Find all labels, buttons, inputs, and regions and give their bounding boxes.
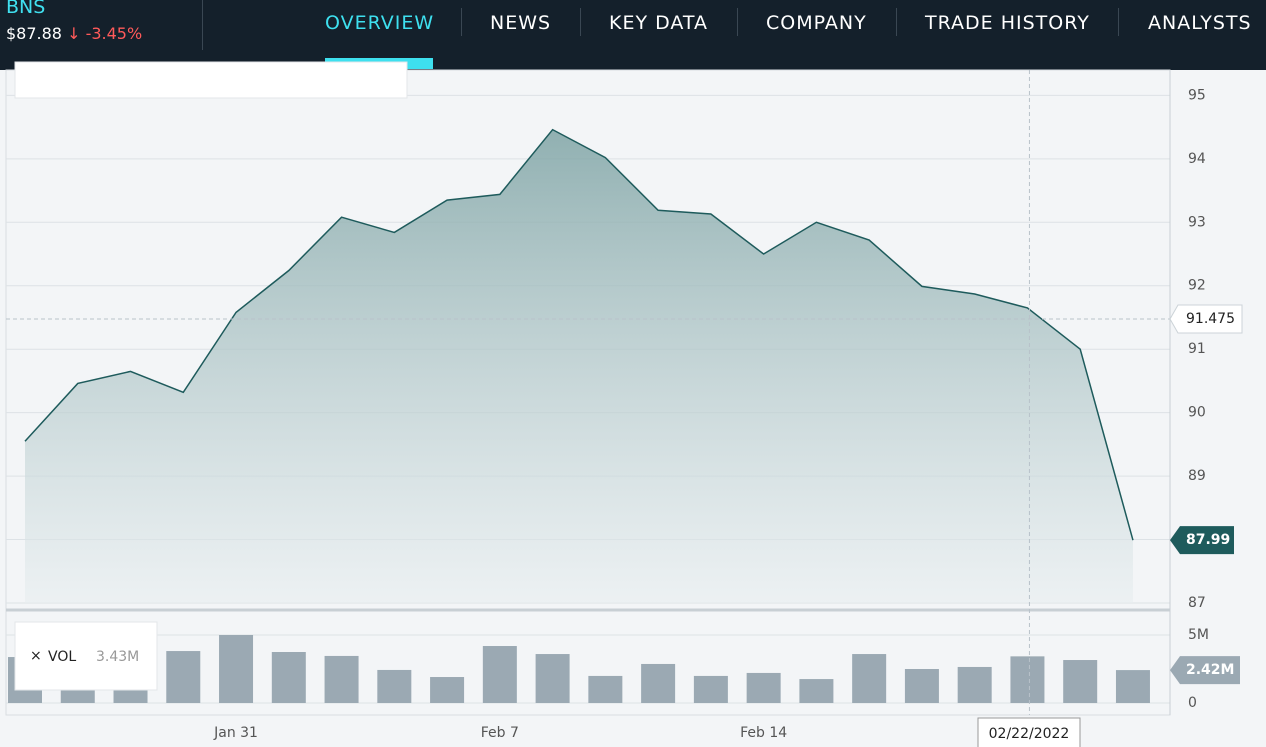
ticker: BNS: [6, 0, 46, 18]
volume-bar: [957, 666, 992, 703]
price-area: [25, 129, 1133, 603]
last-volume: 2.42M: [1186, 662, 1234, 678]
y-tick-label: 91: [1188, 341, 1206, 357]
legend-close: ×: [30, 648, 42, 664]
nav-tab[interactable]: ANALYSTS: [1148, 12, 1252, 34]
volume-bar: [377, 669, 412, 703]
y2-tick-label: 0: [1188, 695, 1197, 711]
quote: $87.88 ↓ -3.45%: [6, 24, 142, 43]
separator: [896, 8, 897, 36]
volume-bar: [535, 654, 570, 703]
volume-bar: [1010, 656, 1045, 703]
separator: [461, 8, 462, 36]
nav-tab[interactable]: TRADE HISTORY: [925, 12, 1090, 34]
volume-bar: [852, 654, 887, 703]
volume-bar: [271, 652, 306, 703]
nav-tab[interactable]: NEWS: [490, 12, 552, 34]
y-tick-label: 89: [1188, 468, 1206, 484]
crosshair-price: 91.475: [1186, 311, 1235, 327]
volume-legend-box: [14, 621, 158, 691]
volume-legend-name: VOL: [48, 649, 76, 665]
crosshair-date-box: [977, 717, 1081, 747]
x-tick-label: Feb 14: [740, 725, 787, 741]
volume-bar: [166, 651, 201, 703]
volume-bar: [904, 669, 939, 703]
x-tick-label: Feb 7: [481, 725, 519, 741]
volume-bar: [746, 672, 781, 703]
separator: [1118, 8, 1119, 36]
separator: [737, 8, 738, 36]
volume-bar: [641, 663, 676, 703]
volume-bar: [1115, 670, 1150, 703]
volume-bar: [1063, 660, 1098, 703]
price: $87.88: [6, 24, 62, 43]
volume-bar: [482, 646, 517, 703]
y-tick-label: 94: [1188, 151, 1206, 167]
y2-tick-label: 5M: [1188, 627, 1209, 643]
volume-legend-value: 3.43M: [96, 649, 139, 665]
volume-bar: [693, 675, 728, 703]
volume-bar: [799, 679, 834, 703]
nav-tab[interactable]: COMPANY: [766, 12, 867, 34]
last-price: 87.99: [1186, 532, 1230, 548]
separator: [580, 8, 581, 36]
price-line: [24, 128, 1134, 541]
nav-tab[interactable]: OVERVIEW: [325, 12, 435, 34]
crosshair-price-box: [1169, 304, 1243, 334]
last-volume-box: [1170, 656, 1240, 685]
volume-bar: [588, 675, 623, 703]
last-price-box: [1170, 526, 1234, 555]
separator: [202, 0, 203, 50]
crosshair-date: 02/22/2022: [989, 726, 1070, 742]
y-tick-label: 95: [1188, 87, 1206, 103]
volume-bar: [324, 655, 359, 703]
nav-tab[interactable]: KEY DATA: [609, 12, 709, 34]
y-tick-label: 90: [1188, 405, 1206, 421]
volume-bar: [219, 635, 254, 703]
price-legend-box: [14, 61, 408, 99]
y-tick-label: 93: [1188, 214, 1206, 230]
x-tick-label: Jan 31: [213, 725, 258, 741]
volume-bar: [430, 677, 465, 703]
y-tick-label: 87: [1188, 595, 1206, 611]
change-value: -3.45%: [85, 24, 143, 43]
change: ↓ -3.45%: [67, 24, 143, 43]
y-tick-label: 92: [1188, 278, 1206, 294]
